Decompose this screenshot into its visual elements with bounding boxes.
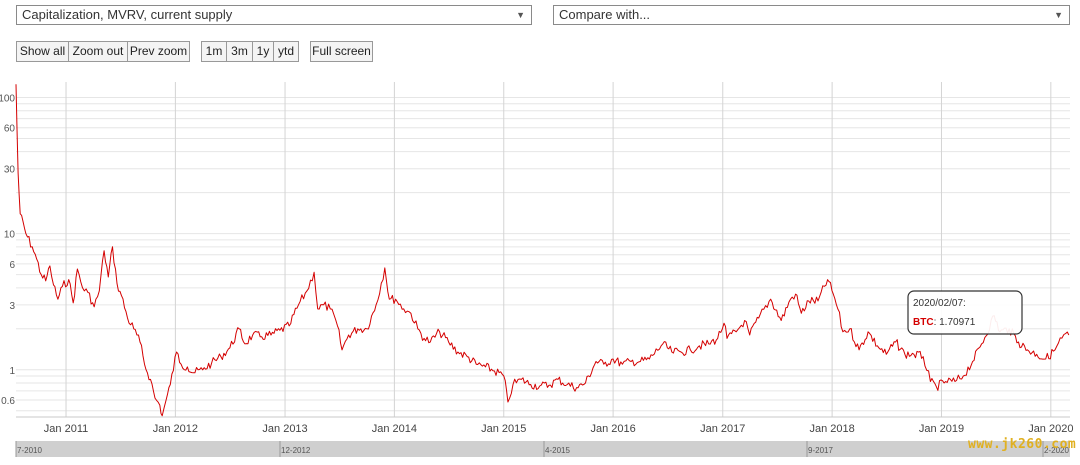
x-tick-label: Jan 2014: [372, 423, 417, 435]
compare-select-value: Compare with...: [559, 7, 651, 22]
show-all-button[interactable]: Show all: [16, 41, 69, 62]
navigator-label: 4-2015: [545, 446, 570, 455]
metric-select[interactable]: Capitalization, MVRV, current supply ▼: [16, 5, 532, 25]
navigator-label: 7-2010: [17, 446, 42, 455]
tooltip-value: : 1.70971: [934, 317, 976, 328]
tooltip-value-line: BTC: 1.70971: [913, 317, 976, 328]
x-tick-label: Jan 2013: [262, 423, 307, 435]
metric-select-value: Capitalization, MVRV, current supply: [22, 7, 233, 22]
navigator-labels: 7-2010 12-2012 4-2015 9-2017 2-2020: [15, 441, 1069, 457]
y-tick-label: 0.6: [1, 396, 15, 407]
hover-tooltip: 2020/02/07: BTC: 1.70971: [907, 290, 1023, 335]
y-tick-label: 10: [4, 230, 16, 241]
navigator-label: 9-2017: [808, 446, 833, 455]
chevron-down-icon: ▼: [516, 10, 525, 20]
compare-select[interactable]: Compare with... ▼: [553, 5, 1070, 25]
navigator-label: 12-2012: [281, 446, 311, 455]
y-tick-label: 100: [0, 94, 15, 105]
x-tick-label: Jan 2015: [481, 423, 526, 435]
y-tick-label: 1: [9, 366, 15, 377]
y-tick-label: 6: [9, 260, 15, 271]
x-axis-labels: Jan 2011 Jan 2012 Jan 2013 Jan 2014 Jan 2015…: [44, 423, 1074, 435]
prev-zoom-button[interactable]: Prev zoom: [127, 41, 190, 62]
tooltip-series-name: BTC: [913, 317, 934, 328]
y-tick-label: 3: [9, 301, 15, 312]
range-1y-button[interactable]: 1y: [252, 41, 274, 62]
range-3m-button[interactable]: 3m: [226, 41, 253, 62]
x-tick-label: Jan 2016: [590, 423, 635, 435]
navigator[interactable]: 7-2010 12-2012 4-2015 9-2017 2-2020: [15, 441, 1070, 457]
full-screen-button[interactable]: Full screen: [310, 41, 373, 62]
range-ytd-button[interactable]: ytd: [273, 41, 299, 62]
chevron-down-icon: ▼: [1054, 10, 1063, 20]
x-tick-label: Jan 2012: [153, 423, 198, 435]
x-tick-label: Jan 2018: [809, 423, 854, 435]
navigator-label: 2-2020: [1044, 446, 1069, 455]
y-tick-label: 60: [4, 124, 16, 135]
x-tick-label: Jan 2019: [919, 423, 964, 435]
x-tick-label: Jan 2011: [44, 423, 88, 435]
mvrv-chart[interactable]: 100 60 30 10 6 3 1 0.6 Jan 2011 Jan 2012 Jan 2013…: [0, 78, 1080, 465]
tooltip-box: [907, 290, 1023, 335]
x-tick-label: Jan 2017: [700, 423, 745, 435]
btc-mvrv-line: [15, 84, 1070, 417]
navigator-track[interactable]: [16, 441, 1070, 457]
tooltip-date: 2020/02/07:: [913, 298, 966, 309]
y-axis-labels: 100 60 30 10 6 3 1 0.6: [0, 94, 15, 407]
y-tick-label: 30: [4, 165, 16, 176]
watermark-text: www.jk260.com: [968, 437, 1077, 452]
x-tick-label: Jan 2020: [1028, 423, 1073, 435]
zoom-out-button[interactable]: Zoom out: [68, 41, 128, 62]
range-1m-button[interactable]: 1m: [201, 41, 227, 62]
vertical-gridlines: [65, 82, 1052, 417]
minor-gridlines: [16, 97, 1070, 412]
